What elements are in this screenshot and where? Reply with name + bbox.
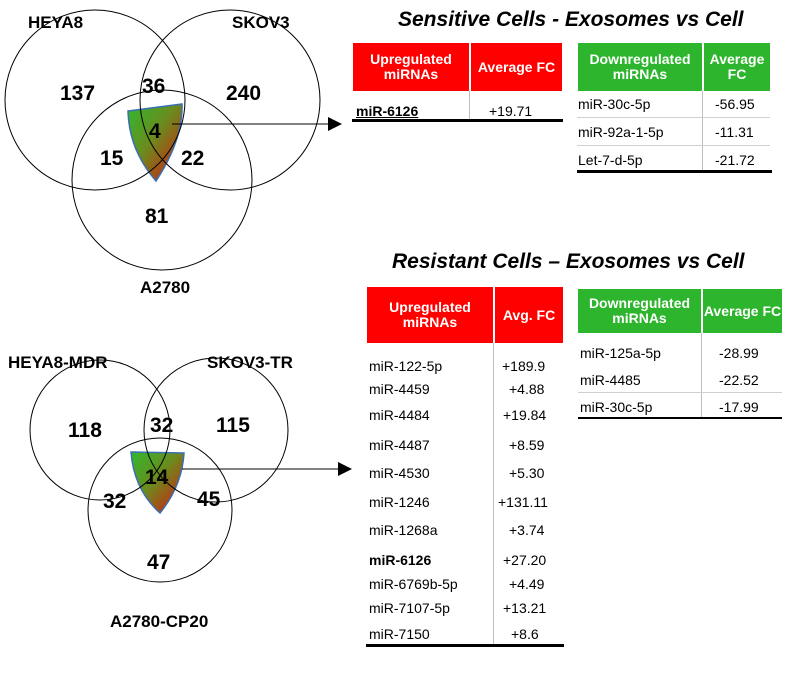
- resistant-up-row-6-name: miR-1246: [369, 494, 430, 510]
- sensitive-up-row-name: miR-6126: [356, 103, 419, 119]
- resistant-up-row-4-fc: +8.59: [509, 437, 545, 453]
- venn-top: HEYA8 SKOV3 A2780 137 36 240 15 4 22 81: [4, 9, 321, 297]
- arrow-bottom: [182, 462, 352, 476]
- venn-bottom: HEYA8-MDR SKOV3-TR A2780-CP20 118 32 115…: [8, 353, 293, 631]
- sensitive-down-row-2-name: miR-92a-1-5p: [578, 124, 664, 140]
- resistant-up-row-11-name: miR-7150: [369, 626, 430, 642]
- resistant-up-row-11-fc: +8.6: [511, 626, 539, 642]
- sensitive-down-row-1-name: miR-30c-5p: [578, 96, 651, 112]
- resistant-up-row-1-name: miR-122-5p: [369, 358, 443, 374]
- sensitive-title: Sensitive Cells - Exosomes vs Cell: [398, 8, 744, 31]
- resistant-up-row-5-name: miR-4530: [369, 465, 430, 481]
- resistant-up-col-divider: [493, 343, 494, 645]
- resistant-down-bottom-rule: [578, 417, 782, 419]
- resistant-up-row-10-fc: +13.21: [503, 600, 547, 616]
- venn-bottom-label-c: A2780-CP20: [110, 612, 208, 631]
- resistant-down-header-fc: Average FC: [703, 289, 782, 333]
- sensitive-down-row-divider: [577, 145, 770, 146]
- sensitive-down-col-divider: [702, 91, 703, 173]
- resistant-up-row-3-fc: +19.84: [503, 407, 547, 423]
- sensitive-up-header-mirna: Upregulated miRNAs: [353, 43, 469, 91]
- resistant-up-row-4-name: miR-4487: [369, 437, 430, 453]
- resistant-down-row-3-name: miR-30c-5p: [580, 399, 653, 415]
- sensitive-up-col-divider: [469, 91, 470, 119]
- venn-bottom-count-a-only: 118: [68, 419, 102, 442]
- venn-top-circle-c: [71, 89, 253, 271]
- venn-top-count-b-only: 240: [226, 82, 261, 105]
- sensitive-down-row-divider: [577, 117, 770, 118]
- resistant-down-row-2-name: miR-4485: [580, 372, 641, 388]
- venn-bottom-count-bc: 45: [197, 488, 221, 511]
- venn-top-count-ab: 36: [142, 75, 165, 98]
- venn-top-label-a: HEYA8: [28, 13, 83, 32]
- sensitive-down-row-3-name: Let-7-d-5p: [578, 152, 643, 168]
- sensitive-down-row-3-fc: -21.72: [715, 152, 755, 168]
- resistant-down-col-divider: [701, 333, 702, 419]
- sensitive-down-row-2-fc: -11.31: [715, 124, 754, 140]
- venn-bottom-count-ab: 32: [150, 414, 173, 437]
- resistant-up-row-3-name: miR-4484: [369, 407, 430, 423]
- resistant-down-row-2-fc: -22.52: [719, 372, 759, 388]
- sensitive-up-bottom-rule: [352, 119, 563, 122]
- resistant-up-row-5-fc: +5.30: [509, 465, 545, 481]
- sensitive-down-header-fc: Average FC: [704, 43, 770, 91]
- venn-bottom-count-c-only: 47: [147, 551, 170, 574]
- venn-bottom-circle-c: [87, 437, 233, 583]
- venn-top-circle-a: [4, 9, 186, 191]
- sensitive-up-header-fc: Average FC: [471, 43, 562, 91]
- resistant-down-row-3-fc: -17.99: [719, 399, 759, 415]
- resistant-down-row-divider: [578, 392, 782, 393]
- sensitive-down-header-mirna: Downregulated miRNAs: [578, 43, 702, 91]
- venn-top-label-c: A2780: [140, 278, 190, 297]
- resistant-up-row-2-name: miR-4459: [369, 381, 430, 397]
- resistant-up-row-1-fc: +189.9: [502, 358, 546, 374]
- sensitive-up-row-fc: +19.71: [489, 103, 533, 119]
- venn-bottom-count-ac: 32: [103, 490, 126, 513]
- resistant-up-row-8-fc: +27.20: [503, 552, 547, 568]
- arrow-top: [172, 117, 342, 131]
- resistant-up-header-fc: Avg. FC: [495, 287, 563, 343]
- venn-top-overlap: [127, 103, 183, 183]
- venn-bottom-count-b-only: 115: [216, 414, 250, 437]
- resistant-title: Resistant Cells – Exosomes vs Cell: [392, 250, 745, 273]
- venn-bottom-circle-a: [29, 359, 171, 501]
- resistant-up-bottom-rule: [366, 644, 564, 647]
- venn-top-count-bc: 22: [181, 147, 204, 170]
- resistant-down-row-1-fc: -28.99: [719, 345, 759, 361]
- venn-top-circle-b: [139, 9, 321, 191]
- resistant-up-row-6-fc: +131.11: [498, 494, 548, 510]
- venn-top-label-b: SKOV3: [232, 13, 290, 32]
- resistant-down-row-1-name: miR-125a-5p: [580, 345, 661, 361]
- sensitive-down-bottom-rule: [577, 170, 772, 173]
- resistant-up-row-7-fc: +3.74: [509, 522, 545, 538]
- resistant-up-header-mirna: Upregulated miRNAs: [367, 287, 493, 343]
- resistant-up-row-8-name: miR-6126: [369, 552, 432, 568]
- arrow-bottom-head: [338, 462, 352, 476]
- arrow-top-head: [328, 117, 342, 131]
- venn-top-count-c-only: 81: [145, 205, 169, 228]
- resistant-up-row-7-name: miR-1268a: [369, 522, 438, 538]
- resistant-up-row-10-name: miR-7107-5p: [369, 600, 450, 616]
- venn-bottom-count-center: 14: [145, 466, 169, 489]
- sensitive-down-row-1-fc: -56.95: [715, 96, 755, 112]
- resistant-down-header-mirna: Downregulated miRNAs: [578, 289, 701, 333]
- venn-bottom-overlap: [130, 451, 185, 515]
- venn-bottom-label-b: SKOV3-TR: [207, 353, 293, 372]
- resistant-up-row-2-fc: +4.88: [509, 381, 545, 397]
- resistant-up-row-9-name: miR-6769b-5p: [369, 576, 458, 592]
- venn-top-count-ac: 15: [100, 147, 124, 170]
- venn-bottom-label-a: HEYA8-MDR: [8, 353, 108, 372]
- resistant-up-row-9-fc: +4.49: [509, 576, 545, 592]
- venn-bottom-circle-b: [143, 357, 289, 503]
- venn-top-count-center: 4: [149, 120, 161, 143]
- venn-top-count-a-only: 137: [60, 82, 95, 105]
